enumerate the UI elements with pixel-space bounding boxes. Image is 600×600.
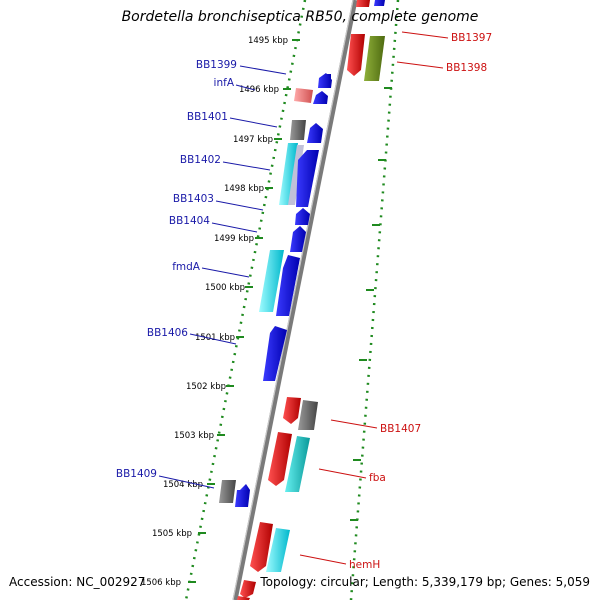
gene-label: BB1401: [187, 111, 228, 123]
gene-bb1409-blue-tip: [240, 484, 250, 490]
gene-bb1409-grey: [219, 480, 236, 503]
accession-text: Accession: NC_002927: [9, 575, 146, 589]
outer-dotted-track: [349, 0, 400, 600]
gene-bb1403: [295, 208, 310, 225]
gene-bb1401: [290, 120, 306, 140]
map-title: Bordetella bronchiseptica RB50, complete…: [121, 9, 479, 25]
gene-bb1406: [263, 326, 287, 381]
gene-label: BB1403: [173, 193, 214, 205]
gene-hemh-red: [250, 522, 273, 572]
gene-bb1407-red: [283, 397, 301, 424]
gene-fba-red: [268, 432, 292, 486]
gene-label: BB1409: [116, 468, 157, 480]
gene-bb1407-grey: [298, 400, 318, 430]
gene-fmda-cyan: [259, 250, 284, 312]
gene-features-forward: [237, 0, 385, 600]
tick-label: 1505 kbp: [152, 529, 192, 539]
tick-labels: 1495 kbp 1496 kbp 1497 kbp 1498 kbp 1499…: [141, 36, 288, 588]
gene-infa-arrow: [313, 91, 328, 104]
gene-bb1409-blue: [235, 490, 250, 507]
gene-hemh-cyan: [266, 528, 290, 572]
gene-bb1404: [290, 226, 306, 252]
tick-label: 1504 kbp: [163, 480, 203, 490]
tick-label: 1499 kbp: [214, 234, 254, 244]
tick-label: 1500 kbp: [205, 283, 245, 293]
gene-fmda-blue: [276, 255, 300, 316]
gene-bb1401-arrow: [307, 123, 323, 143]
gene-labels-left: BB1399 infA BB1401 BB1402 BB1403 BB1404 …: [116, 59, 237, 480]
gene-bb1398: [364, 36, 385, 81]
tick-label: 1495 kbp: [248, 36, 288, 46]
gene-bottom-red: [240, 580, 256, 598]
tick-label: 1506 kbp: [141, 578, 181, 588]
tick-label: 1502 kbp: [186, 382, 226, 392]
gene-bb1397: [347, 34, 365, 76]
gene-bb1399-arrow: [318, 73, 332, 88]
gene-label: BB1397: [451, 32, 492, 44]
gene-label: BB1407: [380, 423, 421, 435]
label-leaders-left: [158, 65, 287, 489]
tick-label: 1503 kbp: [174, 431, 214, 441]
tick-label: 1501 kbp: [195, 333, 235, 343]
gene-bottom-red-2: [237, 596, 250, 600]
tick-marks: [188, 39, 392, 583]
gene-label: BB1398: [446, 62, 487, 74]
gene-label: BB1404: [169, 215, 210, 227]
gene-label: BB1399: [196, 59, 237, 71]
tick-label: 1496 kbp: [239, 85, 279, 95]
gene-label: fba: [369, 472, 386, 484]
gene-label: BB1402: [180, 154, 221, 166]
gene-top-blue: [374, 0, 385, 6]
gene-label: BB1406: [147, 327, 188, 339]
gene-label: infA: [214, 77, 235, 89]
gene-infa: [294, 88, 313, 103]
gene-fba-teal: [285, 436, 310, 492]
label-leaders-right: [299, 31, 449, 565]
gene-label: hemH: [349, 559, 380, 571]
gene-features-reverse: [219, 73, 332, 507]
gene-label: fmdA: [172, 261, 201, 273]
gene-top-red: [356, 0, 370, 7]
tick-label: 1497 kbp: [233, 135, 273, 145]
gene-bb1402-cyan: [279, 143, 298, 205]
genome-summary-text: Topology: circular; Length: 5,339,179 bp…: [260, 575, 590, 589]
genome-backbone-highlight: [232, 0, 354, 600]
tick-label: 1498 kbp: [224, 184, 264, 194]
gene-bb1402-blue: [296, 150, 319, 207]
gene-labels-right: BB1397 BB1398 BB1407 fba hemH: [349, 32, 492, 571]
inner-dotted-track: [184, 0, 307, 600]
genome-backbone: [232, 0, 358, 600]
